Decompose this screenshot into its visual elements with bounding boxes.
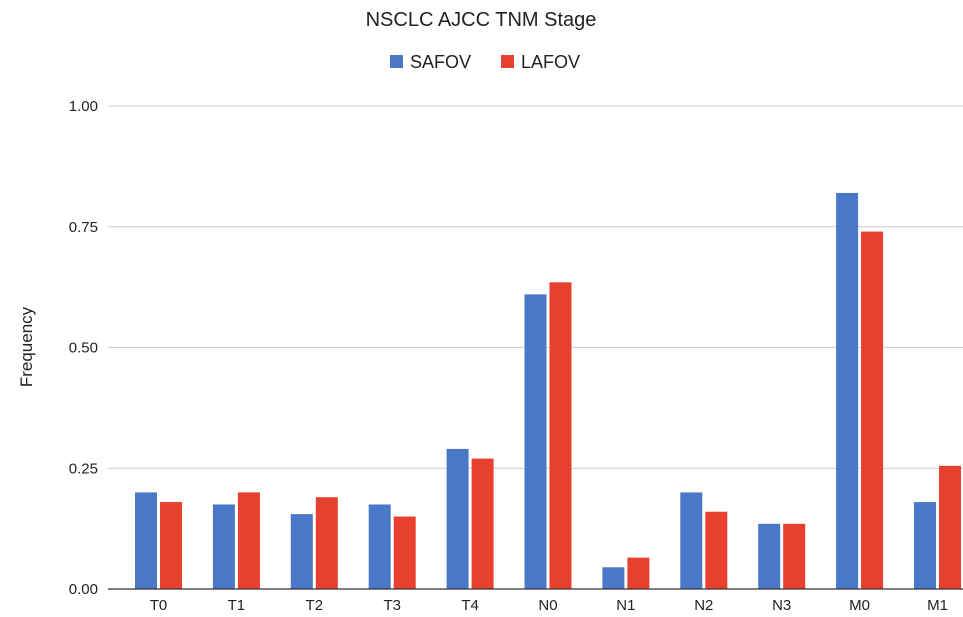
bar-safov-n2 [680,492,703,589]
bar-lafov-t2 [315,497,338,589]
legend-swatch-lafov [501,55,514,68]
bar-safov-t0 [135,492,157,589]
chart-title: NSCLC AJCC TNM Stage [366,9,597,31]
bar-lafov-t0 [160,502,182,589]
bar-safov-t3 [368,504,391,589]
y-tick-label: 0.00 [69,581,98,598]
bar-lafov-n3 [783,523,806,589]
bar-safov-t1 [212,504,235,589]
bar-lafov-n0 [549,282,572,589]
legend-swatch-safov [390,55,403,68]
x-tick-label-n0: N0 [538,597,557,614]
legend: SAFOV LAFOV [390,52,580,72]
legend-label-safov: SAFOV [410,52,471,72]
y-axis-ticks: 0.00 0.25 0.50 0.75 1.00 [69,98,98,598]
bars [135,192,961,589]
bar-safov-n1 [602,567,625,589]
bar-safov-t4 [446,448,469,589]
bar-lafov-t4 [471,458,494,589]
bar-safov-m1 [914,502,936,589]
y-tick-label: 1.00 [69,98,98,115]
x-tick-label-n1: N1 [616,597,635,614]
x-axis-ticks: T0 T1 T2 T3 T4 N0 N1 N2 N3 M0 M1 [150,597,948,614]
bar-lafov-t3 [393,516,416,589]
x-tick-label-n2: N2 [694,597,713,614]
bar-lafov-t1 [237,492,260,589]
x-tick-label-m1: M1 [927,597,948,614]
x-tick-label-m0: M0 [849,597,870,614]
bar-lafov-n1 [627,557,650,589]
bar-safov-n3 [758,523,781,589]
bar-safov-m0 [836,192,859,589]
bar-lafov-m0 [861,231,884,589]
x-tick-label-t3: T3 [383,597,401,614]
bar-safov-t2 [290,514,313,589]
bar-lafov-m1 [939,465,961,589]
x-tick-label-n3: N3 [772,597,791,614]
bar-lafov-n2 [705,511,728,589]
x-tick-label-t2: T2 [306,597,324,614]
bar-safov-n0 [524,294,547,589]
legend-label-lafov: LAFOV [521,52,580,72]
y-tick-label: 0.50 [69,340,98,357]
y-tick-label: 0.75 [69,219,98,236]
x-tick-label-t4: T4 [461,597,479,614]
x-tick-label-t1: T1 [228,597,246,614]
y-tick-label: 0.25 [69,460,98,477]
x-tick-label-t0: T0 [150,597,168,614]
y-axis-label: Frequency [17,306,36,387]
